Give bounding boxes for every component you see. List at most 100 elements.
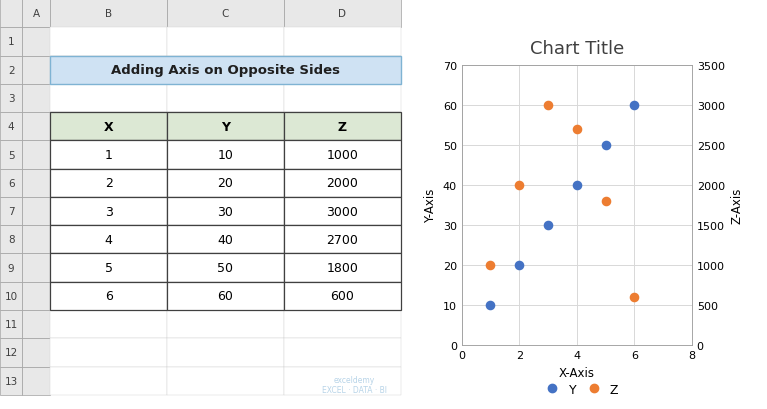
FancyBboxPatch shape — [22, 198, 51, 226]
FancyBboxPatch shape — [167, 113, 284, 141]
Point — [571, 126, 583, 133]
FancyBboxPatch shape — [284, 310, 400, 339]
Text: 1800: 1800 — [326, 261, 358, 274]
FancyBboxPatch shape — [167, 141, 284, 169]
FancyBboxPatch shape — [167, 0, 284, 28]
Text: 6: 6 — [8, 178, 15, 188]
Point — [599, 142, 611, 149]
FancyBboxPatch shape — [284, 254, 400, 282]
FancyBboxPatch shape — [284, 28, 400, 56]
Text: 40: 40 — [218, 233, 233, 246]
FancyBboxPatch shape — [22, 0, 51, 28]
FancyBboxPatch shape — [51, 141, 167, 169]
FancyBboxPatch shape — [167, 254, 284, 282]
Y-axis label: Y-Axis: Y-Axis — [424, 189, 437, 222]
FancyBboxPatch shape — [51, 56, 400, 85]
FancyBboxPatch shape — [284, 339, 400, 367]
FancyBboxPatch shape — [284, 113, 400, 141]
Legend: Y, Z: Y, Z — [535, 378, 624, 401]
FancyBboxPatch shape — [284, 85, 400, 113]
Text: 2700: 2700 — [326, 233, 358, 246]
Text: C: C — [222, 9, 229, 19]
Text: X: X — [104, 120, 114, 133]
FancyBboxPatch shape — [284, 169, 400, 198]
Text: 13: 13 — [5, 376, 18, 386]
FancyBboxPatch shape — [22, 226, 51, 254]
FancyBboxPatch shape — [22, 56, 51, 85]
FancyBboxPatch shape — [51, 198, 167, 226]
FancyBboxPatch shape — [51, 226, 167, 254]
Text: 2: 2 — [8, 65, 15, 76]
FancyBboxPatch shape — [167, 113, 284, 141]
FancyBboxPatch shape — [51, 0, 167, 28]
Point — [513, 182, 525, 189]
FancyBboxPatch shape — [22, 28, 51, 56]
Text: Z: Z — [337, 120, 347, 133]
Point — [571, 182, 583, 189]
FancyBboxPatch shape — [284, 226, 400, 254]
Text: 7: 7 — [8, 207, 15, 216]
FancyBboxPatch shape — [0, 367, 22, 395]
Text: 10: 10 — [218, 148, 233, 162]
Text: 600: 600 — [331, 290, 354, 303]
FancyBboxPatch shape — [167, 198, 284, 226]
FancyBboxPatch shape — [51, 367, 167, 395]
Text: 12: 12 — [5, 348, 18, 357]
Text: 10: 10 — [5, 291, 18, 301]
FancyBboxPatch shape — [167, 367, 284, 395]
FancyBboxPatch shape — [284, 0, 400, 28]
FancyBboxPatch shape — [167, 282, 284, 310]
FancyBboxPatch shape — [0, 113, 22, 141]
Text: 2000: 2000 — [326, 177, 358, 190]
Text: 4: 4 — [8, 122, 15, 132]
FancyBboxPatch shape — [51, 113, 167, 141]
Text: B: B — [105, 9, 112, 19]
FancyBboxPatch shape — [22, 113, 51, 141]
FancyBboxPatch shape — [167, 282, 284, 310]
Y-axis label: Z-Axis: Z-Axis — [730, 187, 743, 224]
FancyBboxPatch shape — [51, 141, 167, 169]
FancyBboxPatch shape — [51, 85, 167, 113]
FancyBboxPatch shape — [0, 28, 22, 56]
FancyBboxPatch shape — [284, 254, 400, 282]
FancyBboxPatch shape — [22, 169, 51, 198]
Title: Chart Title: Chart Title — [530, 40, 624, 58]
FancyBboxPatch shape — [167, 169, 284, 198]
FancyBboxPatch shape — [284, 367, 400, 395]
Text: 11: 11 — [5, 319, 18, 329]
FancyBboxPatch shape — [284, 141, 400, 169]
Text: 20: 20 — [218, 177, 233, 190]
FancyBboxPatch shape — [0, 310, 22, 339]
FancyBboxPatch shape — [167, 28, 284, 56]
Point — [485, 262, 497, 269]
FancyBboxPatch shape — [167, 226, 284, 254]
FancyBboxPatch shape — [22, 141, 51, 169]
FancyBboxPatch shape — [167, 339, 284, 367]
FancyBboxPatch shape — [0, 169, 22, 198]
Text: 6: 6 — [105, 290, 113, 303]
FancyBboxPatch shape — [284, 282, 400, 310]
FancyBboxPatch shape — [284, 198, 400, 226]
Point — [485, 302, 497, 309]
FancyBboxPatch shape — [167, 254, 284, 282]
FancyBboxPatch shape — [0, 226, 22, 254]
FancyBboxPatch shape — [0, 339, 22, 367]
FancyBboxPatch shape — [51, 254, 167, 282]
FancyBboxPatch shape — [51, 339, 167, 367]
FancyBboxPatch shape — [0, 85, 22, 113]
Text: 1: 1 — [105, 148, 113, 162]
FancyBboxPatch shape — [167, 226, 284, 254]
Text: 60: 60 — [218, 290, 233, 303]
Text: 3000: 3000 — [326, 205, 358, 218]
FancyBboxPatch shape — [22, 254, 51, 282]
Text: exceldemy
EXCEL · DATA · BI: exceldemy EXCEL · DATA · BI — [322, 375, 387, 394]
FancyBboxPatch shape — [22, 85, 51, 113]
FancyBboxPatch shape — [284, 169, 400, 198]
Point — [628, 102, 640, 109]
Text: 50: 50 — [218, 261, 233, 274]
FancyBboxPatch shape — [284, 113, 400, 141]
FancyBboxPatch shape — [51, 169, 167, 198]
FancyBboxPatch shape — [0, 198, 22, 226]
Text: 2: 2 — [105, 177, 113, 190]
FancyBboxPatch shape — [167, 56, 284, 85]
